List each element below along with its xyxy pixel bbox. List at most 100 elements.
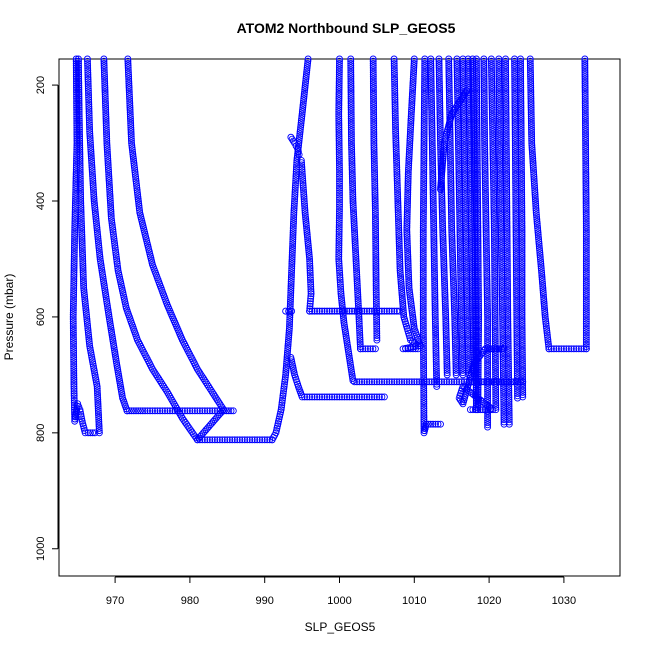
- data-point-0-1950: [406, 146, 413, 154]
- data-point-0-1026: [288, 267, 296, 275]
- data-point-0-1840: [395, 219, 403, 227]
- data-point-0-263: [78, 224, 86, 232]
- data-point-0-1742: [372, 282, 380, 290]
- data-point-0-341: [94, 398, 102, 406]
- data-point-0-2395: [436, 119, 444, 127]
- data-point-0-1041: [289, 233, 297, 241]
- data-point-0-1562: [349, 188, 357, 196]
- data-point-0-206: [75, 97, 83, 105]
- data-point-0-1426: [347, 363, 355, 371]
- data-point-0-2284: [429, 202, 437, 209]
- data-point-0-744: [124, 68, 132, 76]
- data-point-0-998: [285, 329, 293, 337]
- data-point-0-140: [70, 367, 78, 375]
- data-point-0-1583: [351, 235, 359, 243]
- data-point-0-312: [85, 333, 93, 341]
- data-point-0-2318: [431, 277, 439, 285]
- data-point-0-294: [81, 293, 89, 301]
- data-point-0-1681: [370, 146, 378, 154]
- data-point-0-1728: [372, 251, 380, 259]
- data-point-0-2171: [420, 349, 427, 357]
- data-point-0-1286: [390, 307, 398, 315]
- data-point-0-2343: [432, 333, 440, 341]
- data-point-0-1347: [336, 184, 343, 192]
- data-point-0-2188: [420, 387, 428, 394]
- data-point-0-1815: [393, 163, 401, 171]
- data-point-0-981: [282, 367, 290, 374]
- data-point-0-934: [228, 436, 236, 444]
- data-point-0-1519: [347, 93, 355, 101]
- data-point-0-1835: [394, 208, 402, 216]
- data-point-0-1814: [393, 161, 401, 169]
- data-point-0-2175: [420, 358, 428, 365]
- data-point-0-144: [70, 376, 78, 384]
- data-point-0-519: [132, 407, 140, 415]
- data-point-0-1767: [390, 55, 398, 63]
- data-point-0-311: [85, 331, 92, 339]
- data-point-0-2326: [431, 295, 439, 303]
- data-point-0-1502: [347, 55, 355, 63]
- data-point-0-78: [71, 228, 79, 236]
- data-point-0-1449: [390, 378, 398, 386]
- data-point-0-1616: [355, 309, 363, 316]
- data-point-0-2118: [419, 230, 427, 238]
- data-point-0-1776: [391, 75, 398, 83]
- data-point-0-1597: [353, 266, 360, 274]
- data-point-0-2273: [429, 177, 437, 185]
- data-point-0-2338: [431, 322, 439, 330]
- data-point-0-1791: [391, 109, 399, 117]
- data-point-0-1625: [356, 329, 364, 337]
- data-point-0-285: [79, 273, 87, 281]
- data-point-0-1206: [301, 204, 309, 212]
- data-point-0-114: [69, 309, 77, 316]
- data-point-0-2089: [420, 166, 428, 174]
- data-point-0-310: [84, 329, 92, 336]
- data-point-0-2112: [419, 217, 427, 225]
- data-point-0-1327: [335, 139, 343, 147]
- data-point-0-1246: [307, 295, 315, 303]
- data-point-0-1338: [335, 164, 343, 172]
- data-point-0-198: [75, 79, 83, 87]
- data-point-0-426: [92, 213, 100, 221]
- data-point-0-212: [75, 110, 83, 118]
- data-point-0-792: [132, 175, 140, 183]
- data-point-0-1320: [335, 123, 343, 131]
- data-point-0-1812: [393, 157, 400, 165]
- data-point-0-1740: [372, 277, 380, 285]
- data-point-0-1152: [301, 393, 309, 401]
- data-point-0-1573: [350, 213, 358, 221]
- data-point-0-1827: [394, 190, 402, 198]
- data-point-0-2355: [432, 360, 440, 368]
- data-point-0-207: [75, 99, 83, 107]
- data-point-0-1970: [404, 190, 412, 198]
- data-point-0-1691: [371, 168, 378, 176]
- data-point-0-2281: [429, 195, 437, 203]
- data-point-0-2070: [420, 124, 428, 132]
- data-point-0-1376: [335, 250, 343, 258]
- data-point-0-766: [127, 117, 135, 125]
- data-point-0-1034: [288, 249, 296, 257]
- data-point-0-1731: [372, 257, 380, 265]
- data-point-0-1748: [372, 295, 380, 303]
- data-point-0-1293: [335, 64, 343, 72]
- data-point-0-1419: [345, 348, 352, 356]
- data-point-0-2192: [420, 395, 428, 403]
- data-point-0-643: [111, 239, 119, 247]
- data-point-0-1945: [406, 135, 414, 143]
- data-point-0-2149: [419, 300, 427, 307]
- data-point-0-1593: [352, 257, 360, 265]
- data-point-0-202: [75, 88, 83, 96]
- data-point-0-343: [94, 402, 102, 410]
- data-point-0-565: [100, 66, 108, 74]
- data-point-0-1684: [370, 153, 378, 160]
- data-point-0-350: [95, 418, 103, 426]
- data-point-0-1323: [335, 130, 343, 138]
- data-point-0-2015: [406, 291, 414, 299]
- data-point-0-208: [75, 101, 83, 109]
- data-point-0-380: [85, 109, 93, 117]
- data-point-0-2454: [440, 251, 448, 258]
- data-point-0-964: [277, 406, 285, 414]
- data-point-0-2183: [420, 375, 428, 383]
- data-point-0-623: [106, 194, 114, 202]
- data-point-0-1869: [398, 284, 405, 292]
